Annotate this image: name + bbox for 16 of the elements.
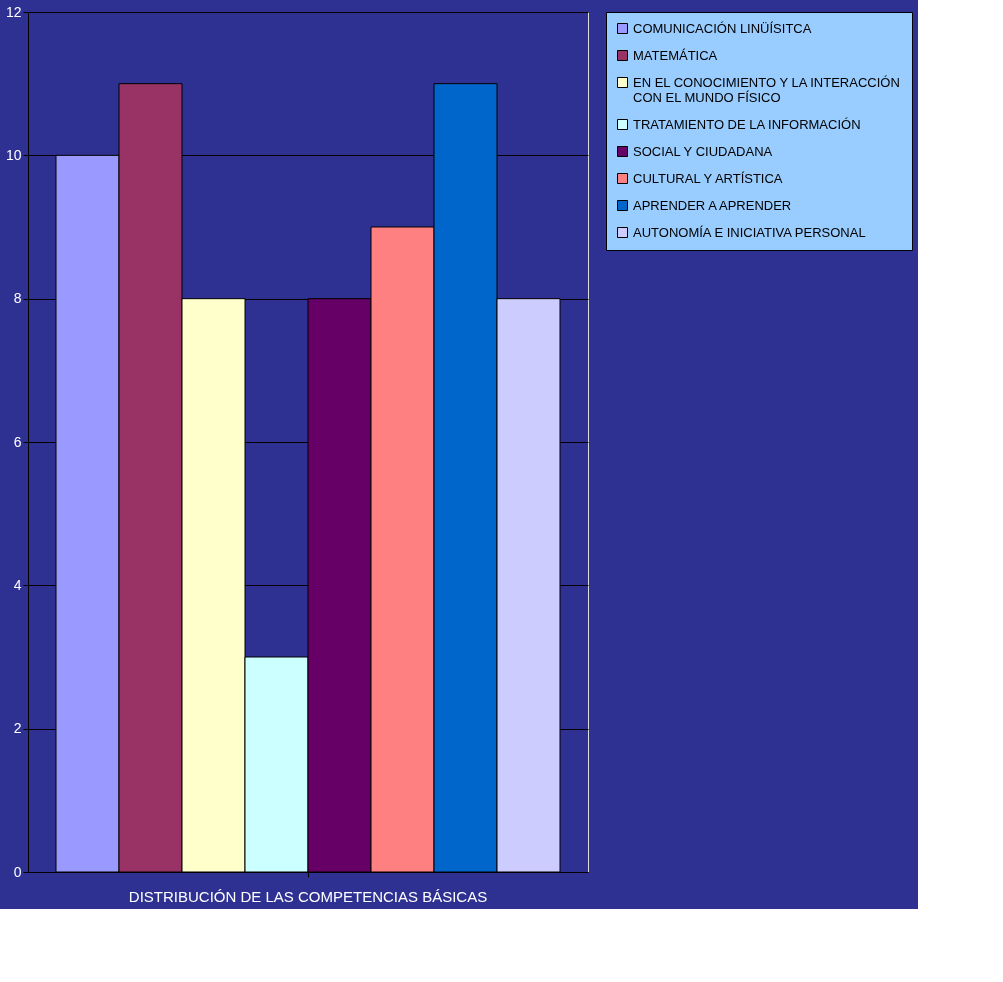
legend-label: TRATAMIENTO DE LA INFORMACIÓN xyxy=(633,116,861,132)
legend-label: COMUNICACIÓN LINÜÍSITCA xyxy=(633,20,812,36)
y-tick-label: 0 xyxy=(13,863,22,880)
y-tick-label: 10 xyxy=(5,146,22,163)
legend-label: CULTURAL Y ARTÍSTICA xyxy=(633,170,783,186)
y-tick-label: 4 xyxy=(13,576,22,593)
legend-label: MATEMÁTICA xyxy=(633,47,718,63)
legend-label: SOCIAL Y CIUDADANA xyxy=(633,143,773,159)
y-tick-label: 2 xyxy=(13,720,22,737)
legend-label: AUTONOMÍA E INICIATIVA PERSONAL xyxy=(633,224,866,240)
legend-label: APRENDER A APRENDER xyxy=(633,197,792,213)
y-tick-label: 12 xyxy=(5,3,22,20)
y-tick-label: 6 xyxy=(13,433,22,450)
legend-label: EN EL CONOCIMIENTO Y LA INTERACCIÓN CON EL MUNDO FÍSICO xyxy=(633,74,900,105)
x-tick-label: DISTRIBUCIÓN DE LAS COMPETENCIAS BÁSICAS xyxy=(128,887,488,905)
y-tick-label: 8 xyxy=(13,290,22,307)
